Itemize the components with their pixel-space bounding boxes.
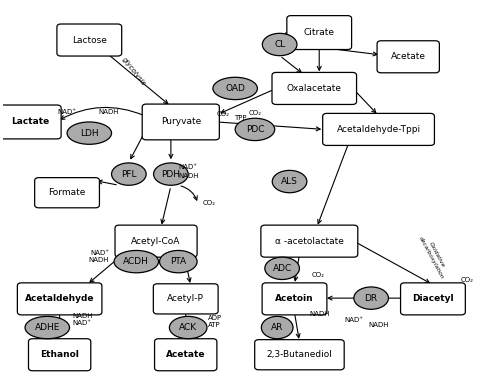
Text: 2,3-Butanediol: 2,3-Butanediol — [266, 350, 332, 359]
FancyBboxPatch shape — [287, 15, 352, 50]
FancyBboxPatch shape — [142, 104, 220, 140]
Text: OAD: OAD — [225, 84, 245, 93]
Text: NADH: NADH — [310, 311, 330, 317]
FancyBboxPatch shape — [0, 105, 61, 139]
Text: Lactate: Lactate — [11, 118, 49, 127]
Ellipse shape — [262, 33, 297, 56]
Ellipse shape — [354, 287, 388, 309]
FancyBboxPatch shape — [28, 339, 91, 371]
Ellipse shape — [67, 122, 112, 144]
FancyBboxPatch shape — [322, 113, 434, 146]
Text: Acetyl-CoA: Acetyl-CoA — [132, 237, 180, 246]
Ellipse shape — [213, 77, 258, 100]
Text: NAD⁺: NAD⁺ — [178, 164, 198, 170]
Text: NADH: NADH — [72, 313, 92, 319]
Text: ALS: ALS — [281, 177, 298, 186]
Text: PTA: PTA — [170, 257, 186, 266]
Text: Puryvate: Puryvate — [160, 118, 201, 127]
Text: NADH: NADH — [178, 173, 199, 179]
Text: DR: DR — [364, 294, 378, 303]
Text: Lactose: Lactose — [72, 36, 106, 45]
Text: PFL: PFL — [121, 170, 136, 178]
Text: Acetate: Acetate — [166, 350, 205, 359]
Text: CO₂: CO₂ — [216, 111, 230, 117]
Text: ACK: ACK — [179, 323, 198, 332]
FancyBboxPatch shape — [272, 73, 356, 104]
FancyBboxPatch shape — [254, 340, 344, 370]
Text: NAD⁺: NAD⁺ — [72, 320, 91, 326]
Text: ADHE: ADHE — [34, 323, 60, 332]
Text: Acetaldehyde-Tppi: Acetaldehyde-Tppi — [336, 125, 420, 134]
Text: Oxidative
decarboxylation: Oxidative decarboxylation — [418, 232, 450, 280]
Text: glycolysis: glycolysis — [121, 56, 146, 87]
Ellipse shape — [235, 118, 275, 141]
Text: CO₂: CO₂ — [461, 277, 474, 283]
Ellipse shape — [112, 163, 146, 185]
FancyBboxPatch shape — [57, 24, 122, 56]
Ellipse shape — [262, 316, 293, 339]
Text: CO₂: CO₂ — [312, 272, 325, 278]
Ellipse shape — [160, 251, 197, 273]
Text: Acetaldehyde: Acetaldehyde — [25, 294, 94, 304]
Text: PDC: PDC — [246, 125, 264, 134]
Text: NAD⁺: NAD⁺ — [58, 108, 76, 115]
Text: CO₂: CO₂ — [203, 200, 216, 206]
FancyBboxPatch shape — [154, 339, 217, 371]
Text: ADP: ADP — [208, 315, 222, 321]
Ellipse shape — [114, 251, 158, 273]
Text: ADC: ADC — [272, 264, 292, 273]
FancyBboxPatch shape — [261, 225, 358, 257]
Text: Acetate: Acetate — [390, 52, 426, 61]
Ellipse shape — [265, 257, 300, 279]
Text: NADH: NADH — [368, 322, 389, 328]
FancyBboxPatch shape — [154, 284, 218, 314]
Text: α -acetolactate: α -acetolactate — [275, 237, 344, 246]
Text: AR: AR — [271, 323, 283, 332]
Ellipse shape — [25, 316, 70, 339]
Ellipse shape — [170, 316, 207, 339]
Text: NAD⁺: NAD⁺ — [90, 250, 109, 256]
Ellipse shape — [272, 170, 307, 193]
Text: Diacetyl: Diacetyl — [412, 294, 454, 304]
FancyBboxPatch shape — [115, 225, 197, 257]
Text: Oxalacetate: Oxalacetate — [287, 84, 342, 93]
FancyBboxPatch shape — [18, 283, 102, 315]
Text: Acetoin: Acetoin — [275, 294, 314, 304]
Text: Ethanol: Ethanol — [40, 350, 79, 359]
FancyBboxPatch shape — [34, 178, 100, 208]
Text: CL: CL — [274, 40, 285, 49]
Text: NADH: NADH — [99, 108, 119, 115]
Text: PDH: PDH — [162, 170, 180, 178]
Text: Citrate: Citrate — [304, 28, 334, 37]
Text: CO₂: CO₂ — [248, 110, 262, 116]
Text: NADH: NADH — [88, 257, 109, 263]
FancyBboxPatch shape — [400, 283, 466, 315]
Ellipse shape — [154, 163, 188, 185]
Text: TPP: TPP — [234, 115, 246, 121]
Text: ATP: ATP — [208, 322, 220, 328]
FancyBboxPatch shape — [262, 283, 327, 315]
Text: NAD⁺: NAD⁺ — [344, 317, 363, 323]
FancyBboxPatch shape — [377, 41, 440, 73]
Text: Formate: Formate — [48, 188, 86, 197]
Text: LDH: LDH — [80, 129, 98, 138]
Text: ACDH: ACDH — [124, 257, 149, 266]
Text: Acetyl-P: Acetyl-P — [168, 294, 204, 304]
